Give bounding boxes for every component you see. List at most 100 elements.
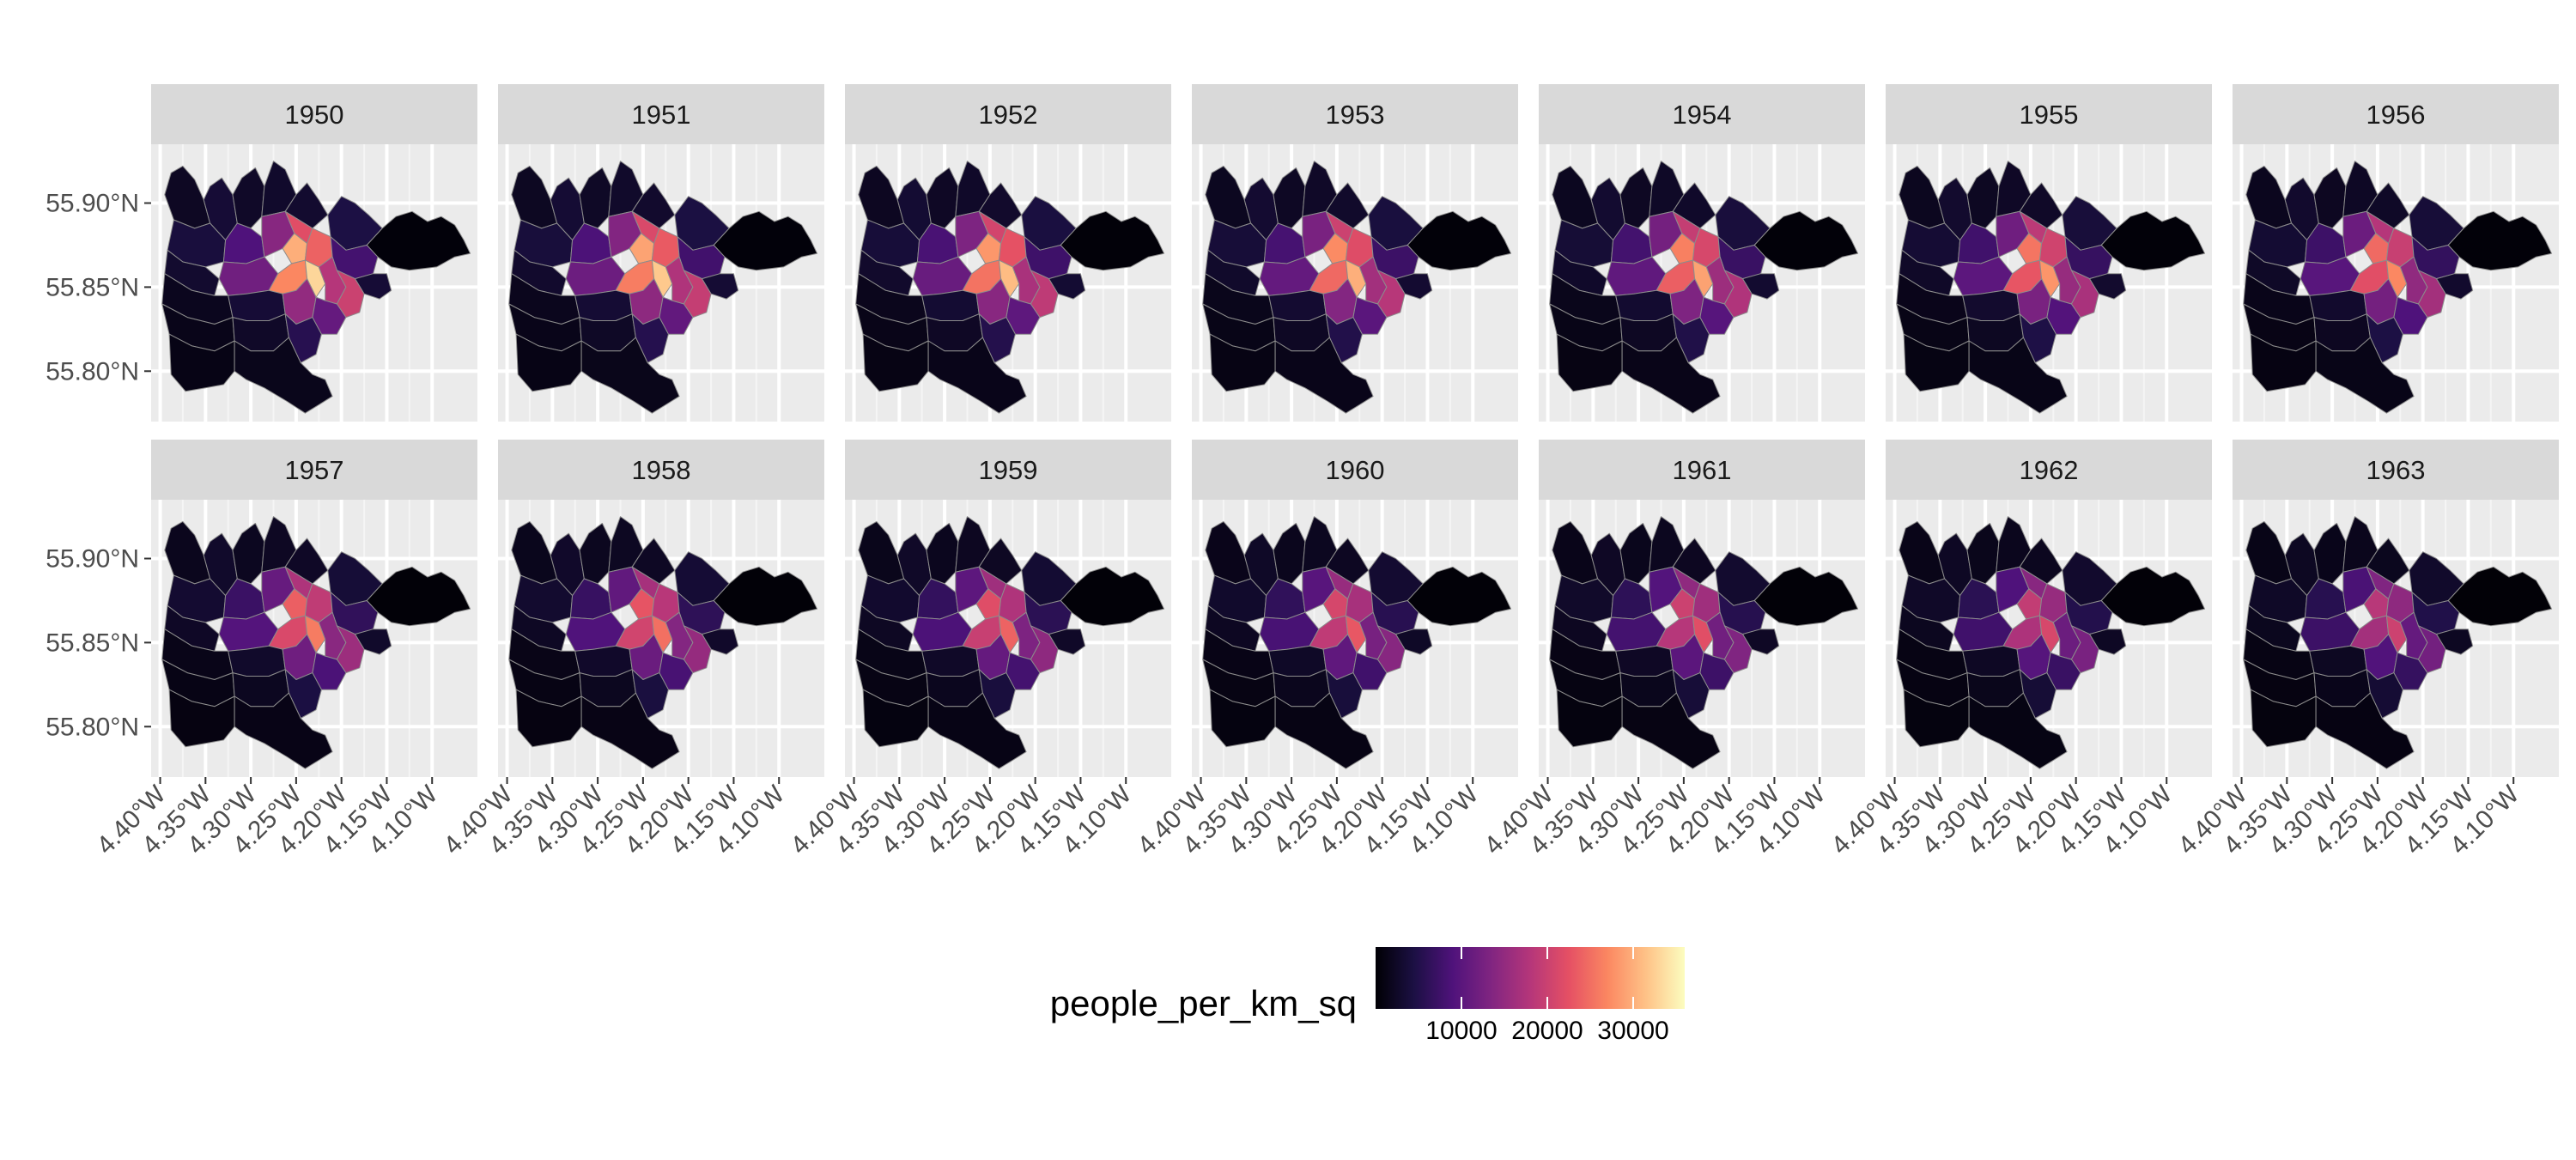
facet-panel: 1950	[151, 84, 477, 422]
facet-strip	[845, 84, 1171, 144]
facet-strip-label: 1950	[285, 100, 344, 130]
ward-polygon	[921, 645, 980, 677]
ward-polygon	[2250, 333, 2317, 392]
x-axis-tick-labels: 4.40°W4.35°W4.30°W4.25°W4.20°W4.15°W4.10…	[91, 777, 2525, 860]
ward-polygon	[2315, 337, 2415, 414]
ward-polygon	[304, 615, 326, 653]
ward-polygon	[862, 689, 929, 748]
ward-polygon	[2070, 270, 2099, 319]
ward-polygon	[2315, 692, 2415, 769]
facet-panel: 1952	[845, 84, 1171, 422]
ward-polygon	[2250, 689, 2317, 748]
ward-polygon	[2038, 615, 2061, 653]
ward-polygon	[862, 333, 929, 392]
ward-polygon	[1968, 337, 2068, 414]
ward-polygon	[713, 210, 818, 271]
ward-polygon	[1903, 333, 1970, 392]
facet-panel: 1953	[1192, 84, 1518, 422]
ward-polygon	[2447, 566, 2553, 627]
y-tick-label: 55.90°N	[46, 545, 139, 574]
ward-polygon	[1723, 270, 1753, 319]
y-tick-label: 55.90°N	[46, 190, 139, 218]
ward-polygon	[1268, 289, 1327, 321]
facet-strip	[1539, 84, 1865, 144]
legend: people_per_km_sq 10000 20000 30000	[1050, 947, 1685, 1045]
facet-panel: 1961	[1539, 440, 1865, 777]
ward-polygon	[1060, 566, 1165, 627]
ward-polygon	[1615, 289, 1674, 321]
ward-polygon	[998, 259, 1020, 298]
facet-strip	[498, 84, 824, 144]
facet-strip	[498, 440, 824, 500]
facet-strip	[1192, 84, 1518, 144]
facet-panel: 1951	[498, 84, 824, 422]
ward-polygon	[228, 645, 286, 677]
facet-strip	[2233, 440, 2559, 500]
ward-polygon	[2417, 270, 2446, 319]
ward-polygon	[683, 625, 712, 674]
ward-polygon	[1723, 625, 1753, 674]
y-axis-tick-labels: 55.90°N 55.85°N 55.80°N 55.90°N 55.85°N 55.80…	[46, 190, 151, 741]
ward-polygon	[1753, 210, 1859, 271]
ward-polygon	[1376, 270, 1406, 319]
ward-polygon	[336, 270, 365, 319]
facet-strip-label: 1959	[979, 455, 1038, 485]
facet-strip	[151, 84, 477, 144]
ward-polygon	[1556, 333, 1623, 392]
ward-polygon	[234, 692, 333, 769]
legend-ticks: 10000 20000 30000	[1425, 947, 1669, 1045]
legend-tick-label: 20000	[1511, 1017, 1583, 1045]
y-tick-label: 55.80°N	[46, 713, 139, 741]
ward-polygon	[1030, 625, 1059, 674]
ward-polygon	[1274, 337, 1374, 414]
facet-strip	[1192, 440, 1518, 500]
ward-polygon	[683, 270, 712, 319]
ward-polygon	[2309, 645, 2367, 677]
ward-polygon	[1274, 692, 1374, 769]
ward-polygon	[366, 210, 471, 271]
facet-panel: 1954	[1539, 84, 1865, 422]
facet-panels: 1950 1951 1952 1953 1954 1955 1956 1957 1958 1959…	[151, 84, 2559, 777]
ward-polygon	[1621, 692, 1721, 769]
ward-polygon	[2417, 625, 2446, 674]
ward-polygon	[1345, 259, 1367, 298]
facet-panel: 1960	[1192, 440, 1518, 777]
facet-strip-label: 1952	[979, 100, 1038, 130]
ward-polygon	[2309, 289, 2367, 321]
facet-strip	[1886, 440, 2212, 500]
facet-panel: 1962	[1886, 440, 2212, 777]
ward-polygon	[228, 289, 286, 321]
y-tick-label: 55.85°N	[46, 629, 139, 657]
facet-strip-label: 1956	[2366, 100, 2426, 130]
facet-strip	[2233, 84, 2559, 144]
ward-polygon	[927, 337, 1027, 414]
ward-polygon	[1903, 689, 1970, 748]
ward-polygon	[2100, 566, 2206, 627]
facet-panel: 1957	[151, 440, 477, 777]
facet-panel: 1958	[498, 440, 824, 777]
facet-strip-label: 1961	[1673, 455, 1732, 485]
ward-polygon	[2070, 625, 2099, 674]
ward-polygon	[2100, 210, 2206, 271]
ward-polygon	[1376, 625, 1406, 674]
ward-polygon	[1962, 645, 2020, 677]
facet-strip-label: 1955	[2020, 100, 2079, 130]
ward-polygon	[651, 615, 673, 653]
ward-polygon	[1209, 333, 1276, 392]
ward-polygon	[2447, 210, 2553, 271]
legend-title: people_per_km_sq	[1050, 983, 1357, 1023]
facet-strip-label: 1951	[632, 100, 691, 130]
ward-polygon	[580, 337, 680, 414]
facet-strip	[1539, 440, 1865, 500]
ward-polygon	[713, 566, 818, 627]
legend-tick-label: 10000	[1425, 1017, 1497, 1045]
facet-strip-label: 1954	[1673, 100, 1732, 130]
ward-polygon	[1692, 259, 1714, 298]
facet-panel: 1955	[1886, 84, 2212, 422]
facet-strip-label: 1963	[2366, 455, 2426, 485]
ward-polygon	[515, 689, 582, 748]
ward-polygon	[1753, 566, 1859, 627]
ward-polygon	[580, 692, 680, 769]
facet-strip-label: 1957	[285, 455, 344, 485]
